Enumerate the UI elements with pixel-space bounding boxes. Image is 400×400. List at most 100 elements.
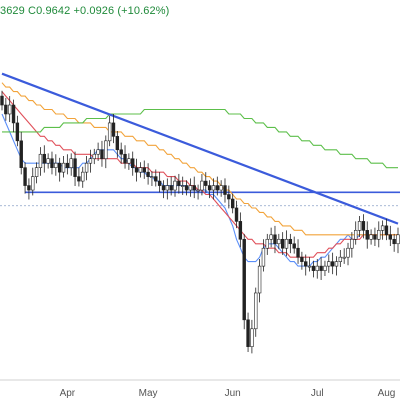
candle-body: [34, 167, 39, 177]
candle-body: [219, 185, 223, 191]
candle-body: [207, 185, 212, 191]
candle-body: [84, 162, 89, 173]
candle-body: [154, 176, 158, 182]
candle-body: [169, 185, 173, 191]
candle-body: [11, 104, 16, 124]
candle-body: [365, 230, 369, 240]
candle-body: [46, 158, 50, 164]
candle-body: [261, 247, 266, 267]
candle-body: [265, 238, 269, 249]
candle-body: [196, 189, 200, 192]
candle-body: [327, 261, 331, 267]
candle-body: [123, 153, 127, 164]
candle-body: [107, 122, 112, 142]
candle-body: [304, 261, 308, 267]
candle-body: [396, 234, 400, 245]
candle-body: [150, 176, 154, 178]
ma-200-line: [2, 108, 398, 169]
candle-body: [54, 162, 58, 168]
candle-body: [284, 238, 289, 249]
candle-body: [92, 153, 96, 160]
candle-body: [65, 162, 70, 168]
candle-body: [23, 167, 27, 186]
candle-body: [373, 234, 377, 240]
candle-body: [300, 256, 304, 262]
candle-body: [392, 238, 396, 245]
candle-body: [384, 225, 389, 236]
candle-body: [280, 238, 285, 249]
candle-body: [157, 180, 162, 186]
candle-body: [227, 194, 231, 200]
candle-body: [138, 167, 143, 173]
candle-body: [100, 149, 104, 160]
candle-body: [69, 158, 73, 168]
candle-body: [146, 171, 150, 177]
candle-body: [192, 185, 196, 191]
candle-body: [165, 185, 170, 191]
candle-body: [311, 265, 316, 271]
candle-body: [61, 162, 66, 173]
candle-body: [31, 176, 35, 191]
candle-body: [42, 153, 46, 164]
x-tick-label: May: [139, 388, 158, 399]
candle-body: [377, 230, 381, 240]
candle-body: [161, 185, 166, 191]
candle-body: [134, 167, 139, 173]
x-tick-label: Apr: [60, 388, 76, 399]
candle-body: [173, 180, 177, 191]
candle-body: [234, 207, 239, 222]
candle-body: [346, 247, 350, 258]
x-tick-label: Jul: [311, 388, 324, 399]
ma-mid-line: [1, 91, 398, 258]
candle-body: [223, 185, 227, 195]
candle-body: [38, 153, 43, 168]
candle-body: [342, 256, 346, 259]
candle-body: [338, 256, 343, 262]
candle-body: [19, 140, 23, 168]
candle-body: [215, 185, 220, 191]
candle-body: [104, 140, 108, 160]
candle-body: [307, 265, 312, 268]
x-tick-label: Aug: [378, 388, 396, 399]
candle-body: [334, 261, 339, 267]
candle-body: [50, 158, 54, 168]
candle-body: [323, 265, 327, 271]
candle-body: [292, 243, 296, 249]
x-tick-label: Jun: [225, 388, 241, 399]
candle-body: [0, 95, 4, 106]
candle-body: [357, 221, 362, 231]
candle-body: [380, 225, 385, 231]
candle-body: [119, 149, 123, 155]
candle-body: [142, 167, 146, 173]
candle-body: [188, 185, 193, 191]
candle-body: [230, 198, 235, 209]
candle-body: [27, 185, 31, 191]
candle-body: [269, 234, 273, 240]
candle-body: [361, 221, 366, 231]
candle-body: [250, 328, 254, 347]
candle-body: [288, 238, 293, 245]
candle-body: [388, 234, 393, 240]
candle-body: [96, 149, 100, 155]
candle-body: [350, 238, 354, 249]
candle-body: [57, 162, 62, 173]
candle-body: [127, 158, 131, 164]
candle-body: [131, 158, 135, 168]
candle-body: [369, 234, 373, 240]
candle-body: [200, 180, 204, 191]
candle-body: [180, 185, 185, 187]
candle-body: [242, 238, 246, 321]
candle-body: [7, 104, 12, 115]
candle-body: [238, 221, 243, 240]
candle-body: [115, 136, 120, 151]
candle-body: [246, 319, 250, 347]
candle-body: [204, 180, 208, 186]
candle-body: [4, 104, 8, 115]
candle-body: [15, 122, 20, 142]
candle-body: [77, 176, 81, 182]
candle-body: [73, 158, 77, 177]
candle-body: [277, 238, 281, 245]
candle-body: [254, 292, 258, 330]
